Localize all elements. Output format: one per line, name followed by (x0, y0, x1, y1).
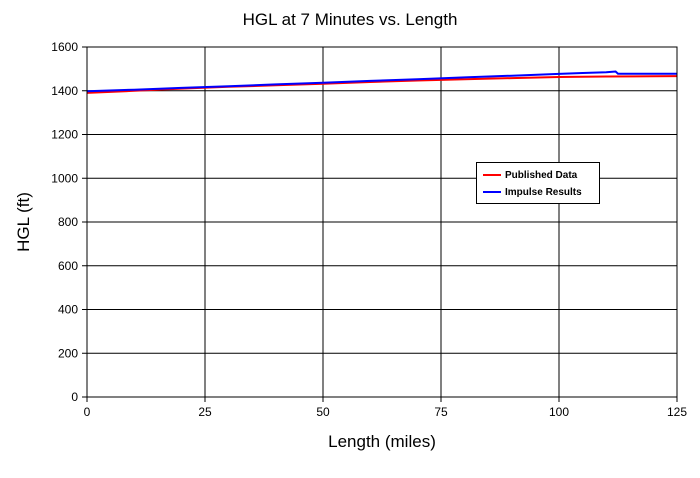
x-axis-label: Length (miles) (328, 432, 436, 451)
x-tick-label: 25 (198, 405, 212, 419)
x-tick-label: 100 (549, 405, 569, 419)
legend-label-impulse: Impulse Results (505, 186, 582, 198)
series-layer (86, 70, 678, 94)
axis-layer: 0 200 400 600 800 1000 1200 1400 1600 0 25 50 75 100 1… (51, 40, 687, 419)
plot-area-border (86, 46, 678, 398)
y-tick-label: 1600 (51, 40, 78, 54)
grid-layer (86, 46, 678, 398)
y-tick-label: 400 (58, 303, 78, 317)
y-tick-label: 0 (71, 390, 78, 404)
y-tick-label: 600 (58, 259, 78, 273)
legend-swatch-impulse (483, 191, 501, 193)
y-tick-label: 1400 (51, 84, 78, 98)
y-tick-label: 1200 (51, 128, 78, 142)
legend-label-published: Published Data (505, 169, 578, 181)
legend-swatch-published (483, 174, 501, 176)
y-tick-label: 200 (58, 346, 78, 360)
legend-item-published: Published Data (483, 168, 577, 182)
y-tick-label: 800 (58, 215, 78, 229)
x-tick-label: 0 (84, 405, 91, 419)
x-tick-label: 75 (434, 405, 448, 419)
x-tick-label: 50 (316, 405, 330, 419)
y-tick-label: 1000 (51, 171, 78, 185)
series-line-impulse-results (86, 70, 677, 93)
chart-legend: Published Data Impulse Results (476, 162, 600, 204)
y-axis-label: HGL (ft) (14, 192, 33, 252)
legend-item-impulse: Impulse Results (483, 185, 582, 199)
x-tick-label: 125 (667, 405, 687, 419)
chart-title: HGL at 7 Minutes vs. Length (242, 10, 458, 29)
